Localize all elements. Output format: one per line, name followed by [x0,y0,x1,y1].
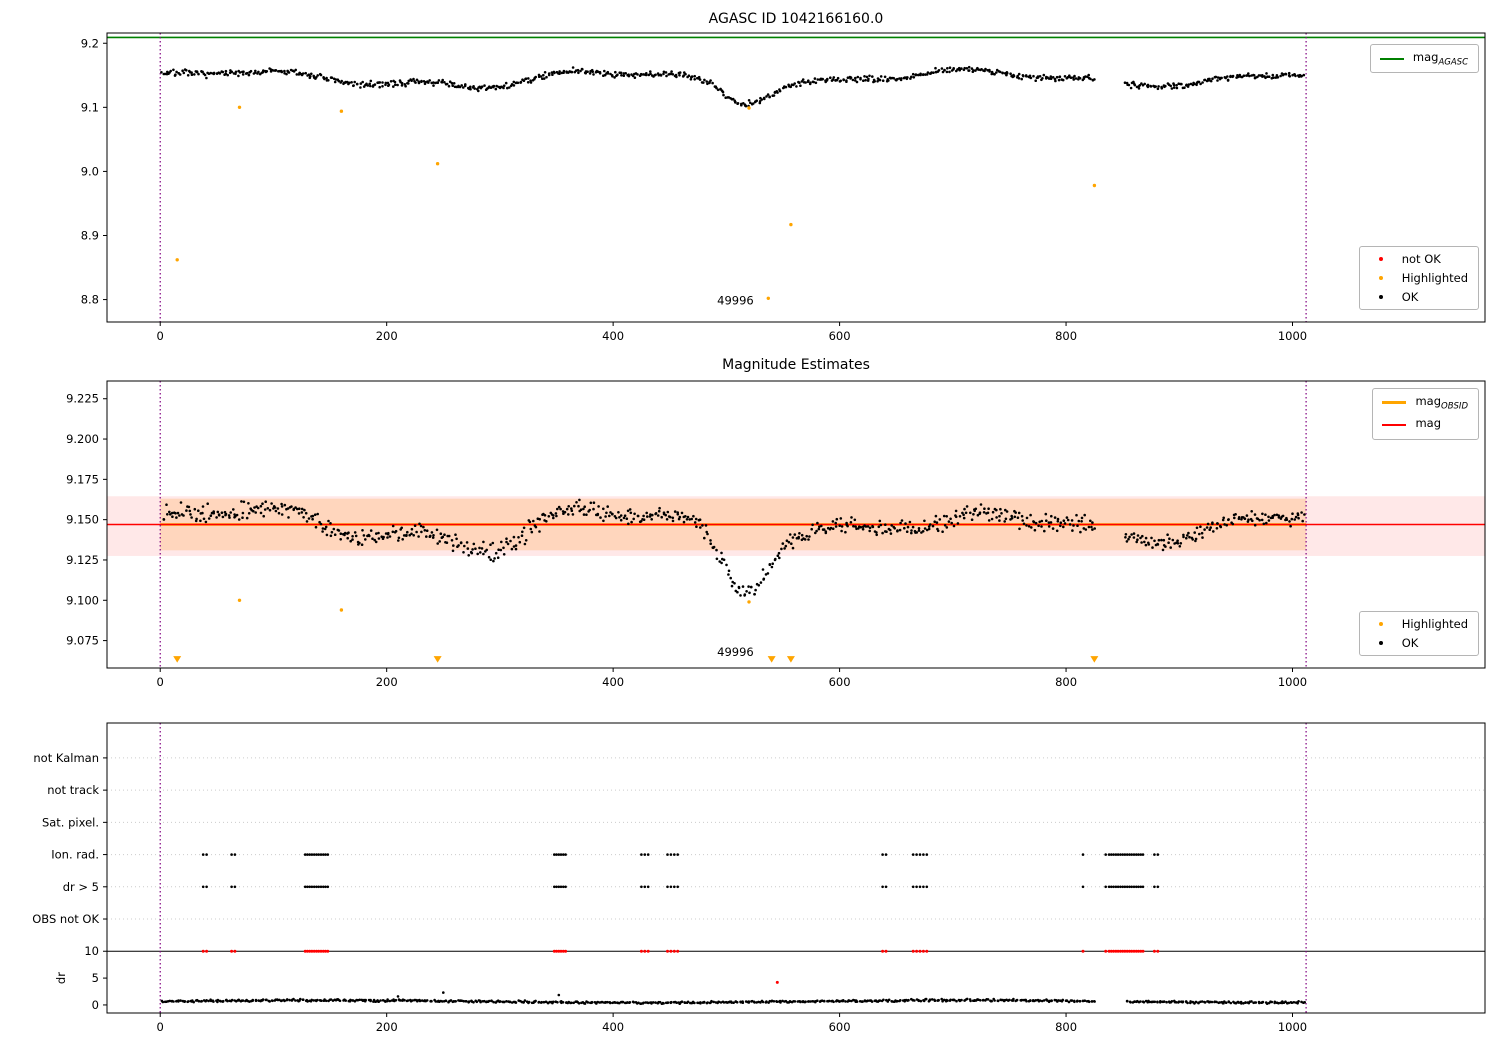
y-tick-label: 9.225 [66,392,99,406]
x-tick-label: 1000 [1278,675,1307,689]
ok-points [160,65,1306,108]
plot1-title: AGASC ID 1042166160.0 [708,11,884,27]
legend-entry-highlighted: Highlighted [1369,271,1468,285]
y-tick-label: 8.9 [81,228,99,242]
y-tick-label: 0 [92,998,99,1012]
legend-entry-mag-obsid: magOBSID [1382,394,1468,411]
dot-swatch [1378,257,1383,261]
x-tick-label: 1000 [1278,1020,1307,1034]
y-tick-label: 9.200 [66,432,99,446]
x-tick-label: 0 [157,329,164,343]
y-tick-label: 9.100 [66,593,99,607]
legend-entry-mag: mag [1382,416,1468,433]
legend-label: magAGASC [1412,50,1468,68]
y-tick-label: 9.1 [81,100,99,114]
legend-label: OK [1401,290,1419,304]
y-tick-label: 9.0 [81,164,99,178]
dot-swatch [1378,276,1383,280]
below-range-triangles [173,656,1099,663]
x-tick-label: 200 [376,329,398,343]
legend-label: magOBSID [1415,394,1468,412]
y-tick-label: Ion. rad. [51,848,99,862]
axes-frame [106,380,1486,669]
plot-agasc-mag: 49996 0 200 400 600 800 1000 8.8 8.9 9.0 9.1 9.2 [81,32,1486,343]
y-tick-label: not Kalman [33,751,99,765]
y-tick-label: 9.2 [81,36,99,50]
x-tick-label: 800 [1055,1020,1077,1034]
legend-entry-mag-agasc: magAGASC [1379,50,1468,68]
legend-label: mag [1415,416,1442,431]
dr-clipped-red-dots [201,949,1160,984]
highlighted-points [175,105,1097,300]
plot-mag-estimates: 49996 0 200 400 600 800 1000 9.075 9.100 9.125 9.1… [66,380,1486,689]
legend-entry-not-ok: not OK [1369,252,1468,266]
x-tick-label: 0 [157,1020,164,1034]
dot-swatch [1378,641,1383,645]
legend-mag-lines: magOBSID mag [1372,388,1479,440]
y-tick-label: 9.150 [66,513,99,527]
ok-points [162,498,1306,597]
x-tick-label: 0 [157,675,164,689]
ion-rad-dots [201,853,1160,856]
line-swatch [1379,57,1404,60]
highlighted-points [237,598,751,612]
dot-swatch [1378,295,1383,299]
x-tick-label: 200 [376,675,398,689]
legend-label: Highlighted [1401,271,1468,285]
annotation: 49996 [717,294,754,308]
plot2-title: Magnitude Estimates [722,357,870,373]
dr5-dots [201,885,1160,889]
y-tick-label: 5 [92,971,99,985]
legend-entry-highlighted: Highlighted [1369,617,1468,631]
legend-point-status-2: Highlighted OK [1358,611,1479,656]
x-tick-label: 400 [602,675,624,689]
x-tick-label: 400 [602,1020,624,1034]
line-swatch [1382,401,1407,405]
x-tick-label: 800 [1055,675,1077,689]
x-tick-label: 600 [829,329,851,343]
x-tick-label: 600 [829,1020,851,1034]
legend-label: Highlighted [1401,617,1468,631]
x-tick-label: 400 [602,329,624,343]
plot-flags-dr: 0 200 400 600 800 1000 not Kalman not track Sat.… [32,722,1486,1034]
x-tick-label: 800 [1055,329,1077,343]
y-tick-label: OBS not OK [32,912,99,926]
legend-label: not OK [1401,252,1441,266]
x-tick-label: 1000 [1278,329,1307,343]
y-tick-label: 10 [84,944,99,958]
y-tick-label: Sat. pixel. [42,815,99,829]
y-tick-label: not track [47,783,99,797]
y-tick-label: dr > 5 [63,880,99,894]
axes-frame [106,722,1486,1014]
legend-mag-agasc: magAGASC [1369,44,1479,74]
x-tick-label: 200 [376,1020,398,1034]
line-swatch [1382,423,1407,426]
y-tick-label: 8.8 [81,293,99,307]
x-tick-label: 600 [829,675,851,689]
ok-points [160,991,1306,1005]
y-axis-label: dr [54,972,68,984]
legend-entry-ok: OK [1369,636,1468,650]
dot-swatch [1378,622,1383,626]
legend-entry-ok: OK [1369,290,1468,304]
y-tick-label: 9.125 [66,553,99,567]
axes-frame [106,32,1486,323]
y-tick-label: 9.075 [66,634,99,648]
annotation: 49996 [717,645,754,659]
y-tick-label: 9.175 [66,472,99,486]
legend-point-status: not OK Highlighted OK [1358,246,1479,310]
legend-label: OK [1401,636,1419,650]
